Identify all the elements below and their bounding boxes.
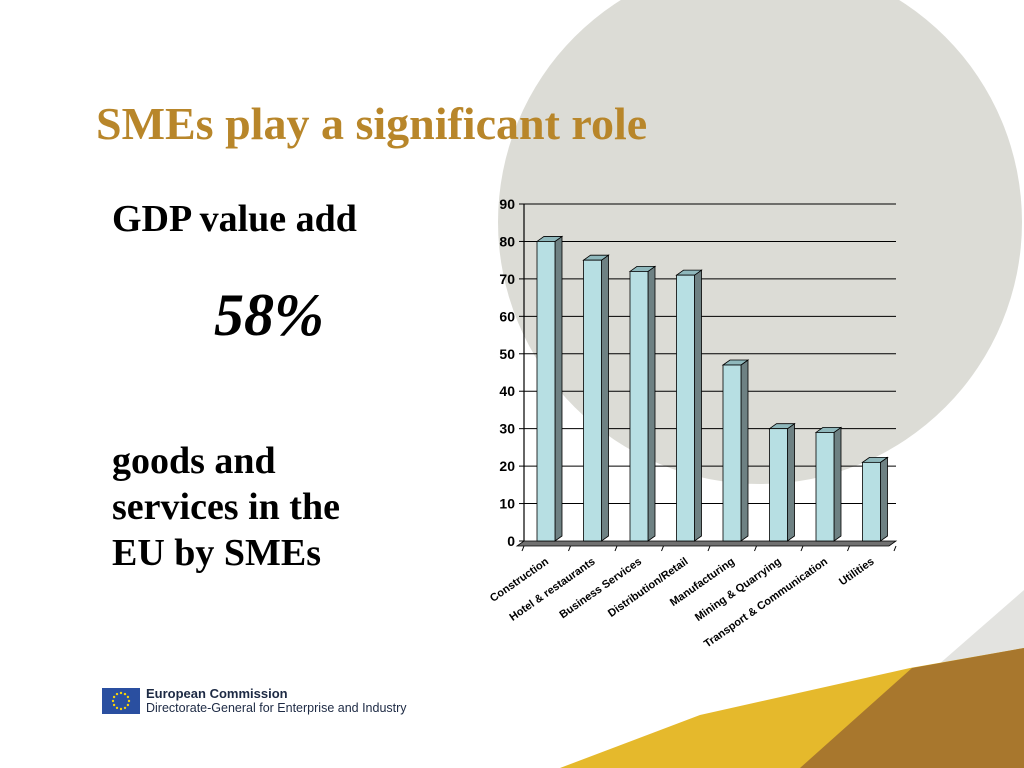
- y-tick-label: 50: [499, 346, 515, 362]
- x-tick-mark: [661, 545, 664, 552]
- eu-star: [111, 699, 115, 703]
- y-tick-label: 0: [507, 533, 515, 549]
- x-category-label: Utilities: [837, 556, 876, 589]
- bar-side: [601, 254, 609, 542]
- caption-line: goods and: [112, 440, 276, 482]
- eu-star: [112, 695, 116, 699]
- x-tick-mark: [521, 545, 525, 552]
- decorative-brown-band: [800, 648, 1024, 768]
- eu-star: [126, 703, 130, 707]
- bar: [583, 259, 602, 542]
- eu-star: [112, 703, 116, 707]
- x-tick-mark: [754, 545, 757, 552]
- gdp-caption: goods and services in the EU by SMEs: [112, 438, 432, 576]
- bar: [769, 428, 788, 542]
- bar-side: [787, 422, 795, 542]
- x-category-label: Business Services: [557, 556, 644, 622]
- bar: [676, 274, 695, 542]
- eu-star: [119, 691, 123, 695]
- y-tick-label: 70: [499, 271, 515, 287]
- eu-star: [126, 695, 130, 699]
- y-tick-label: 80: [499, 233, 515, 249]
- bar: [862, 461, 881, 542]
- bar: [722, 364, 742, 542]
- bar: [629, 270, 649, 542]
- y-tick-label: 20: [499, 458, 515, 474]
- footer-organization: European Commission: [146, 686, 288, 701]
- slide-title: SMEs play a significant role: [96, 98, 648, 149]
- y-tick-label: 90: [499, 196, 515, 212]
- eu-star: [127, 699, 131, 703]
- eu-flag-icon: [102, 688, 140, 714]
- x-tick-mark: [568, 545, 571, 552]
- x-tick-mark: [707, 545, 711, 552]
- caption-line: services in the: [112, 486, 340, 528]
- y-tick-label: 40: [499, 383, 515, 399]
- bar-side: [647, 265, 656, 542]
- eu-star: [123, 692, 127, 696]
- bar-side: [880, 456, 888, 542]
- eu-star: [123, 706, 127, 710]
- caption-line: EU by SMEs: [112, 532, 322, 574]
- footer-department: Directorate-General for Enterprise and I…: [146, 701, 407, 715]
- x-tick-mark: [800, 545, 804, 552]
- bar: [536, 241, 556, 542]
- y-tick-label: 60: [499, 308, 515, 324]
- bar: [815, 432, 835, 542]
- x-tick-mark: [847, 545, 850, 552]
- bar-side: [833, 426, 842, 542]
- chart-floor: [515, 540, 898, 547]
- x-category-label: Hotel & restaurants: [507, 556, 597, 624]
- x-category-label: Distribution/Retail: [606, 556, 690, 620]
- bar-side: [740, 359, 749, 542]
- gdp-label: GDP value add: [112, 198, 357, 240]
- bar-side: [694, 269, 702, 542]
- y-tick-label: 30: [499, 421, 515, 437]
- x-tick-mark: [893, 545, 897, 552]
- eu-star: [115, 706, 119, 710]
- x-category-label: Mining & Quarrying: [693, 556, 783, 624]
- gdp-value: 58%: [214, 282, 324, 348]
- decorative-circle: [498, 0, 1022, 484]
- eu-star: [119, 707, 123, 711]
- x-tick-mark: [614, 545, 618, 552]
- bar-side: [554, 235, 563, 542]
- y-tick-label: 10: [499, 496, 515, 512]
- eu-flag-stars: [111, 691, 131, 711]
- eu-star: [115, 692, 119, 696]
- footer-text: European Commission Directorate-General …: [146, 686, 407, 716]
